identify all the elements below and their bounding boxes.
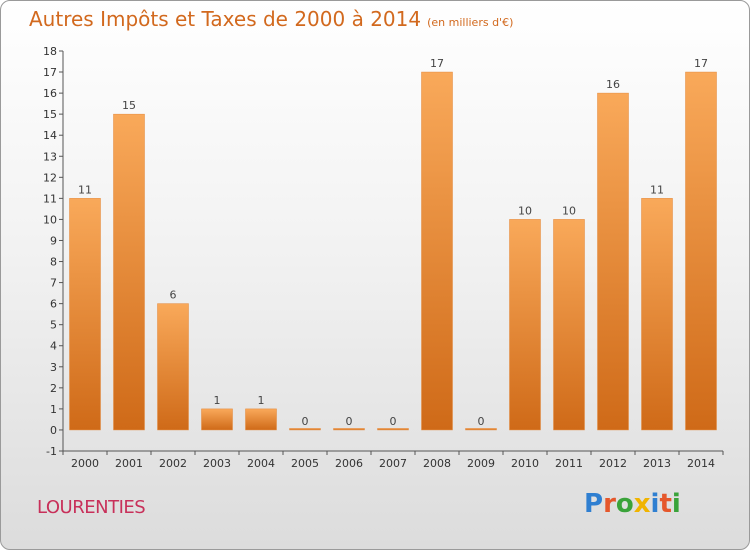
data-label-2010: 10 xyxy=(518,204,532,217)
logo-letter: i xyxy=(650,489,660,519)
y-tick-label: 16 xyxy=(43,87,57,100)
data-label-2002: 6 xyxy=(170,289,177,302)
x-tick-label-2001: 2001 xyxy=(115,457,143,470)
logo-letter: P xyxy=(584,489,604,519)
bar-2001 xyxy=(113,113,145,431)
x-tick-label-2005: 2005 xyxy=(291,457,319,470)
y-tick-label: 0 xyxy=(50,424,57,437)
bar-2010 xyxy=(509,219,541,431)
bar-2004 xyxy=(245,408,277,431)
bars xyxy=(69,71,717,431)
data-label-2007: 0 xyxy=(390,415,397,428)
logo-letter: o xyxy=(615,489,634,519)
data-label-2008: 17 xyxy=(430,57,444,70)
logo-letter: i xyxy=(671,489,681,519)
x-tick-label-2003: 2003 xyxy=(203,457,231,470)
bar-2011 xyxy=(553,219,585,431)
y-tick-label: 2 xyxy=(50,382,57,395)
y-tick-label: 8 xyxy=(50,256,57,269)
chart-title-text: Autres Impôts et Taxes de 2000 à 2014 xyxy=(29,7,422,31)
data-label-2006: 0 xyxy=(346,415,353,428)
data-label-2005: 0 xyxy=(302,415,309,428)
y-tick-label: 5 xyxy=(50,319,57,332)
data-label-2004: 1 xyxy=(258,394,265,407)
data-label-2011: 10 xyxy=(562,204,576,217)
x-tick-label-2009: 2009 xyxy=(467,457,495,470)
bar-2007 xyxy=(377,428,409,431)
data-label-2014: 17 xyxy=(694,57,708,70)
bar-2000 xyxy=(69,198,101,431)
data-label-2013: 11 xyxy=(650,183,664,196)
x-tick-label-2007: 2007 xyxy=(379,457,407,470)
proxiti-logo: Proxiti xyxy=(584,489,681,519)
bar-2005 xyxy=(289,428,321,431)
y-tick-label: 11 xyxy=(43,192,57,205)
data-label-2003: 1 xyxy=(214,394,221,407)
logo-letter: x xyxy=(633,489,651,519)
y-tick-label: 1 xyxy=(50,403,57,416)
data-label-2012: 16 xyxy=(606,78,620,91)
logo-letter: r xyxy=(603,489,616,519)
y-tick-label: 4 xyxy=(50,340,57,353)
labels: 2000 11 2001 15 2002 6 2003 1 2004 1 2005 0 2006 0 200… xyxy=(71,57,715,470)
bar-2013 xyxy=(641,198,673,431)
y-tick-label: 9 xyxy=(50,234,57,247)
y-tick-label: 3 xyxy=(50,361,57,374)
x-tick-label-2008: 2008 xyxy=(423,457,451,470)
y-tick-label: 15 xyxy=(43,108,57,121)
y-tick-label: 6 xyxy=(50,298,57,311)
logo-letter: t xyxy=(659,489,672,519)
data-label-2009: 0 xyxy=(478,415,485,428)
data-label-2000: 11 xyxy=(78,183,92,196)
x-tick-label-2002: 2002 xyxy=(159,457,187,470)
y-tick-label: 7 xyxy=(50,277,57,290)
y-tick-label: 12 xyxy=(43,171,57,184)
commune-name: LOURENTIES xyxy=(37,497,146,518)
y-tick-label: 13 xyxy=(43,150,57,163)
x-tick-label-2014: 2014 xyxy=(687,457,715,470)
y-tick-label: 14 xyxy=(43,129,57,142)
x-tick-label-2013: 2013 xyxy=(643,457,671,470)
bar-2009 xyxy=(465,428,497,431)
bar-2014 xyxy=(685,71,717,431)
x-tick-label-2000: 2000 xyxy=(71,457,99,470)
x-tick-label-2006: 2006 xyxy=(335,457,363,470)
chart-unit: (en milliers d'€) xyxy=(427,16,514,29)
bar-2008 xyxy=(421,71,453,431)
bar-2012 xyxy=(597,92,629,431)
data-label-2001: 15 xyxy=(122,99,136,112)
x-tick-label-2010: 2010 xyxy=(511,457,539,470)
x-tick-label-2011: 2011 xyxy=(555,457,583,470)
y-tick-label: 10 xyxy=(43,213,57,226)
bar-2002 xyxy=(157,303,189,431)
x-tick-label-2012: 2012 xyxy=(599,457,627,470)
bar-2006 xyxy=(333,428,365,431)
chart-title: Autres Impôts et Taxes de 2000 à 2014 (en… xyxy=(29,7,513,31)
y-tick-label: -1 xyxy=(46,445,57,458)
y-tick-label: 18 xyxy=(43,45,57,58)
y-tick-label: 17 xyxy=(43,66,57,79)
bar-2003 xyxy=(201,408,233,431)
x-tick-label-2004: 2004 xyxy=(247,457,275,470)
